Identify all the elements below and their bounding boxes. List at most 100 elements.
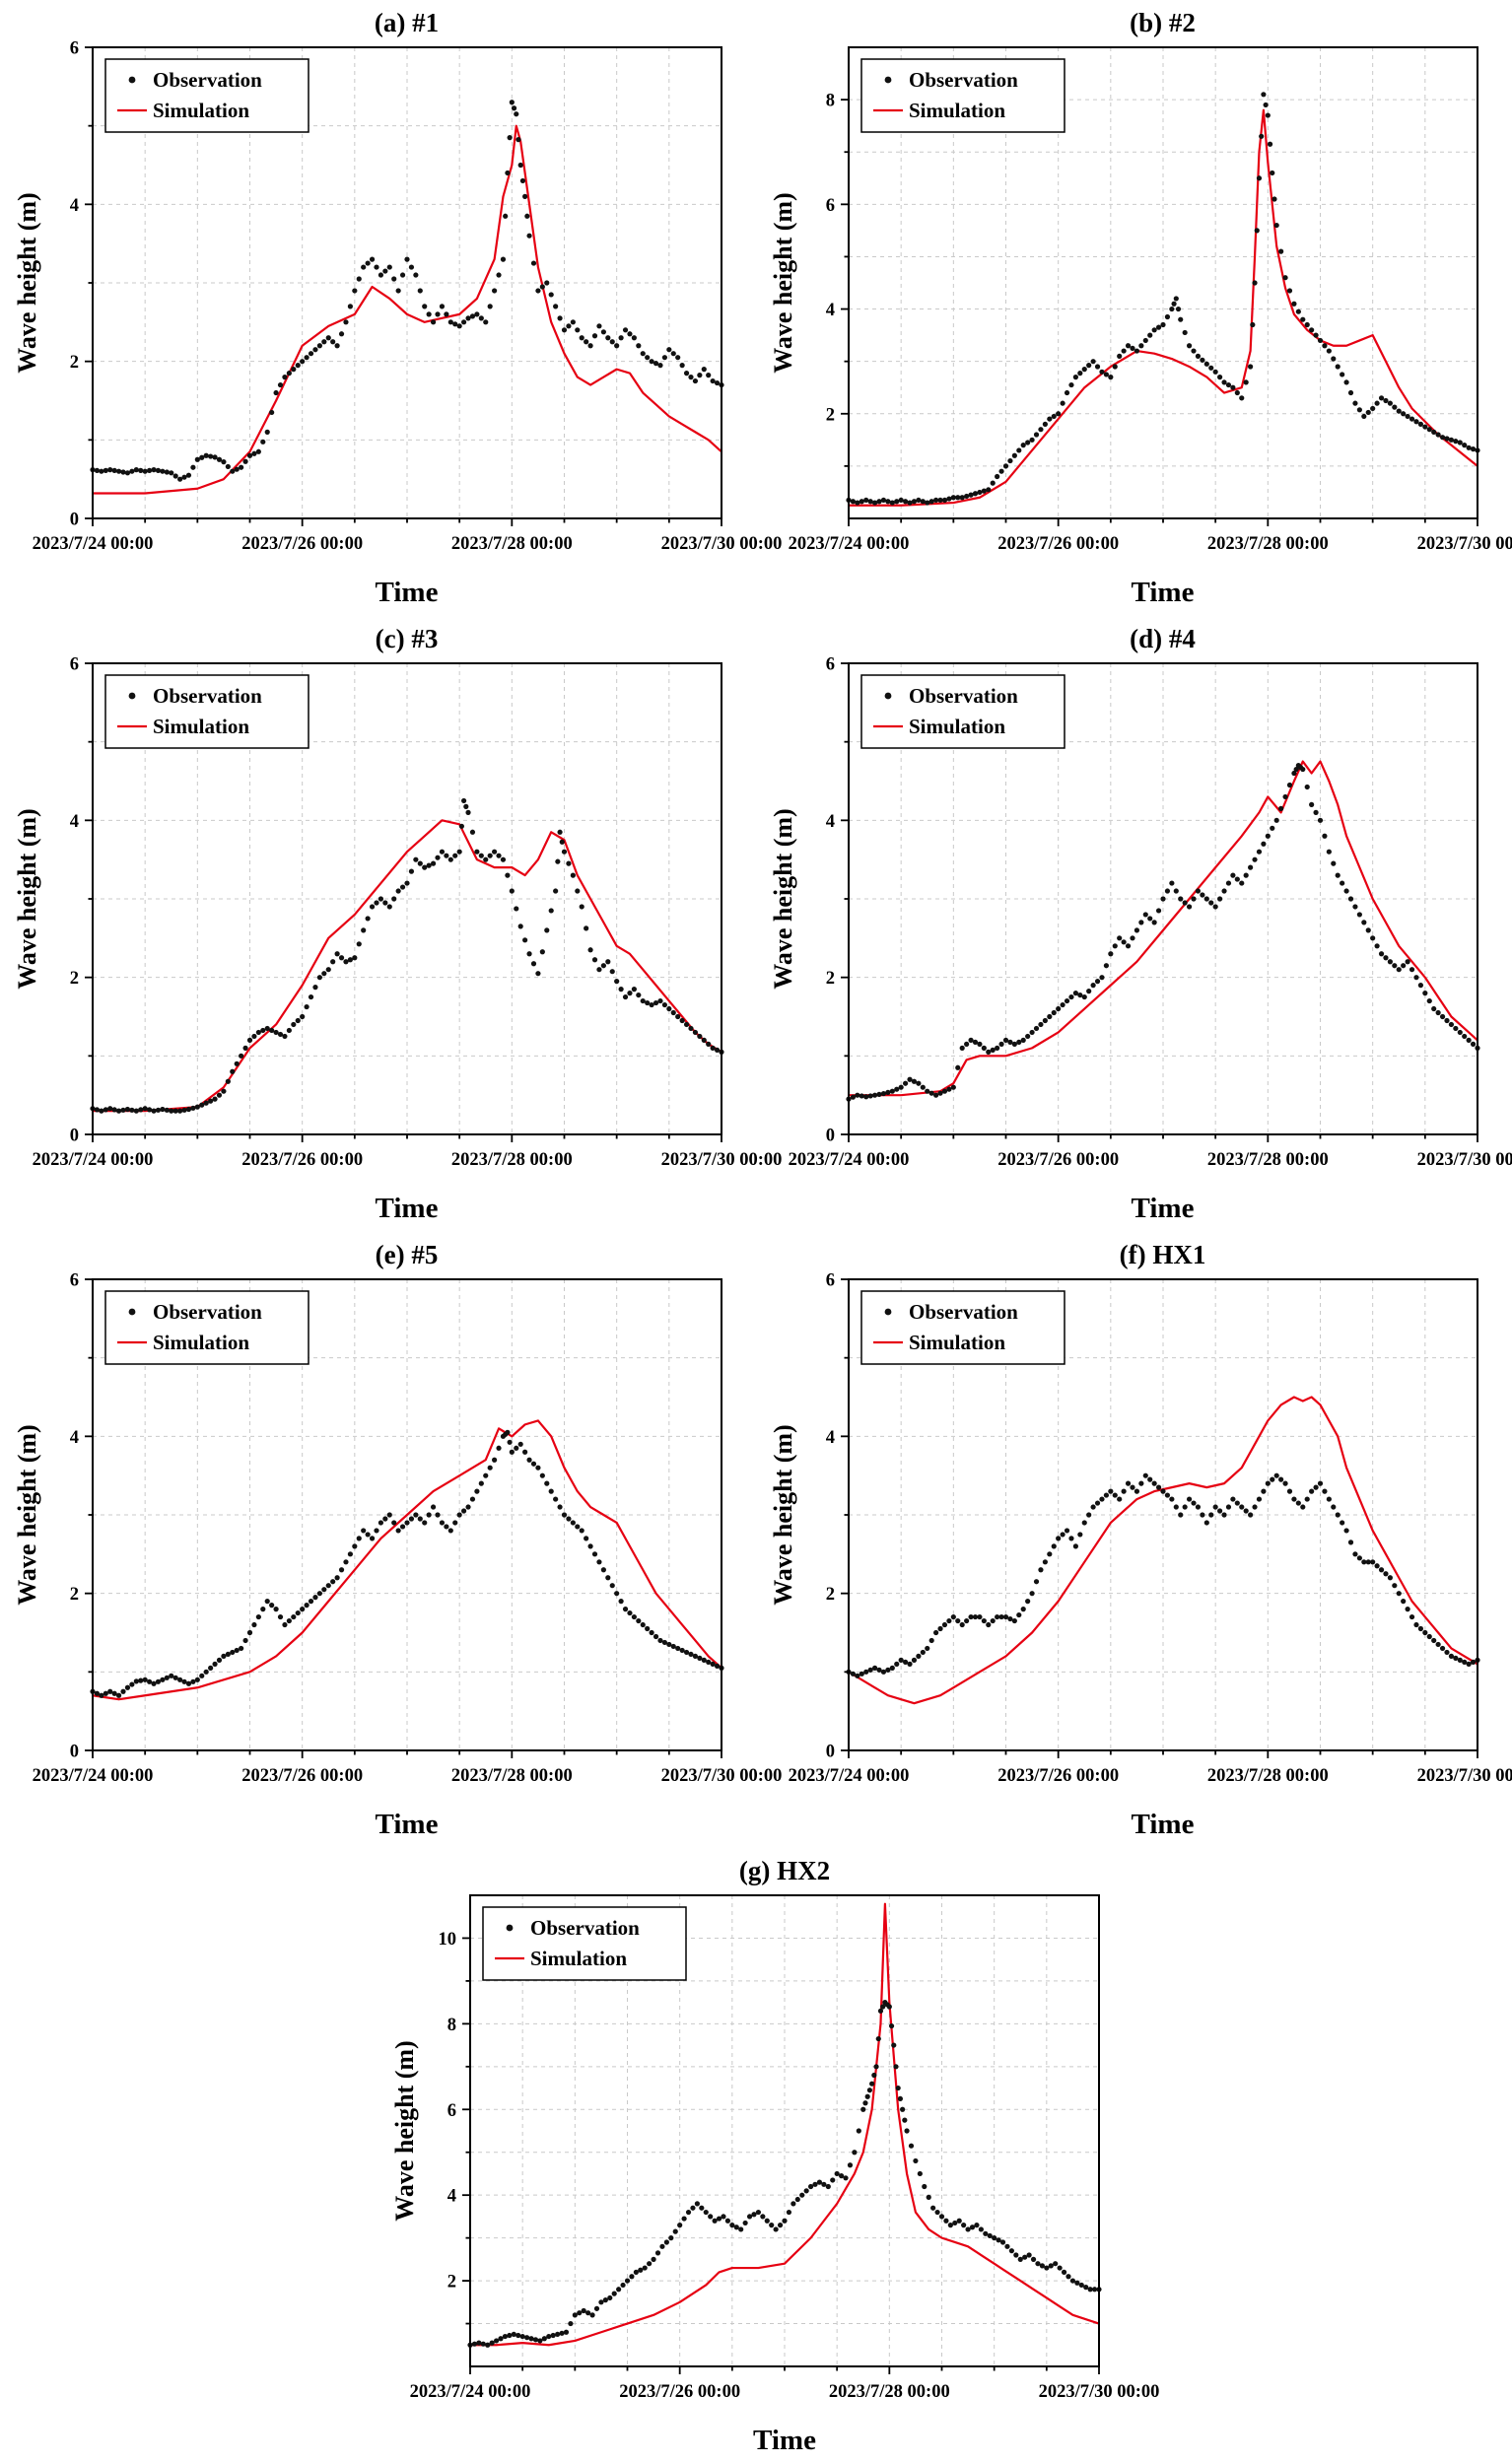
chart-canvas-b: 2023/7/24 00:00 2023/7/26 00:00 2023/7/28 … bbox=[769, 46, 1512, 554]
tick-labels: 2023/7/24 00:00 2023/7/26 00:00 2023/7/28 … bbox=[788, 655, 1512, 1171]
x-tick-label: 2023/7/28 00:00 bbox=[450, 534, 572, 554]
grid bbox=[92, 47, 722, 518]
tick-labels: 2023/7/24 00:00 2023/7/26 00:00 2023/7/28 … bbox=[410, 1930, 1160, 2402]
x-tick-label: 2023/7/24 00:00 bbox=[788, 534, 909, 554]
chart-canvas-e: 2023/7/24 00:00 2023/7/26 00:00 2023/7/28 … bbox=[13, 1271, 782, 1787]
legend-observation-label: Observation bbox=[530, 1916, 640, 1940]
observation-points bbox=[845, 1472, 1480, 1678]
chart-panel-d: (d) #4 2023/7/24 00:00 2023/7/26 00:00 202… bbox=[756, 616, 1512, 1232]
simulation-line bbox=[92, 819, 722, 1113]
simulation-line bbox=[847, 1396, 1478, 1705]
y-tick-label: 4 bbox=[825, 301, 834, 320]
y-axis-title: Wave height (m) bbox=[13, 1424, 41, 1605]
x-axis-title-b: Time bbox=[1131, 577, 1195, 608]
chart-canvas-a: 2023/7/24 00:00 2023/7/26 00:00 2023/7/28 … bbox=[13, 39, 782, 555]
x-axis-title-g: Time bbox=[753, 2425, 816, 2456]
axis-ticks bbox=[840, 1278, 1478, 1758]
x-tick-label: 2023/7/26 00:00 bbox=[997, 534, 1119, 554]
chart-plot-f: 2023/7/24 00:00 2023/7/26 00:00 2023/7/28 … bbox=[769, 1269, 1512, 1807]
chart-panel-e: (e) #5 2023/7/24 00:00 2023/7/26 00:00 202… bbox=[0, 1232, 782, 1848]
y-tick-label: 2 bbox=[825, 969, 834, 989]
tick-labels: 2023/7/24 00:00 2023/7/26 00:00 2023/7/28 … bbox=[32, 655, 782, 1171]
y-tick-label: 2 bbox=[69, 353, 78, 373]
y-tick-label: 0 bbox=[69, 1743, 78, 1762]
chart-panel-f: (f) HX1 2023/7/24 00:00 2023/7/26 00:00 20… bbox=[756, 1232, 1512, 1848]
x-tick-label: 2023/7/28 00:00 bbox=[1206, 1766, 1328, 1786]
y-axis-title: Wave height (m) bbox=[769, 192, 797, 373]
y-axis-title: Wave height (m) bbox=[390, 2040, 419, 2221]
legend-simulation-label: Simulation bbox=[153, 99, 249, 122]
chart-title-f: (f) HX1 bbox=[1119, 1240, 1206, 1269]
legend-observation-label: Observation bbox=[153, 1300, 262, 1324]
legend: Observation Simulation bbox=[103, 1290, 309, 1365]
axis-ticks bbox=[840, 99, 1478, 526]
legend-observation-marker bbox=[128, 1308, 135, 1316]
x-tick-label: 2023/7/24 00:00 bbox=[410, 2382, 531, 2402]
y-tick-label: 2 bbox=[447, 2273, 456, 2293]
simulation-line bbox=[92, 124, 722, 495]
legend-simulation-label: Simulation bbox=[909, 1331, 1005, 1354]
chart-panel-g: (g) HX2 2023/7/24 00:00 2023/7/26 00:00 20… bbox=[378, 1848, 1159, 2464]
x-axis-title-e: Time bbox=[375, 1809, 439, 1840]
x-tick-label: 2023/7/26 00:00 bbox=[241, 1766, 363, 1786]
x-tick-label: 2023/7/24 00:00 bbox=[788, 1150, 909, 1170]
x-tick-label: 2023/7/30 00:00 bbox=[660, 1766, 782, 1786]
y-tick-label: 4 bbox=[825, 812, 834, 832]
axis-ticks bbox=[84, 662, 722, 1142]
x-tick-label: 2023/7/24 00:00 bbox=[32, 1150, 153, 1170]
y-tick-label: 0 bbox=[825, 1127, 834, 1146]
y-axis-title: Wave height (m) bbox=[769, 808, 797, 989]
y-tick-label: 6 bbox=[825, 1271, 834, 1291]
tick-labels: 2023/7/24 00:00 2023/7/26 00:00 2023/7/28 … bbox=[32, 1271, 782, 1787]
legend-simulation-label: Simulation bbox=[909, 715, 1005, 738]
chart-title-d: (d) #4 bbox=[1130, 624, 1196, 653]
axis-ticks bbox=[84, 1278, 722, 1758]
x-axis-title-d: Time bbox=[1131, 1193, 1195, 1224]
legend-observation-label: Observation bbox=[909, 1300, 1018, 1324]
y-tick-label: 2 bbox=[69, 1585, 78, 1605]
legend-observation-label: Observation bbox=[909, 684, 1018, 708]
y-tick-label: 0 bbox=[69, 511, 78, 530]
legend-simulation-label: Simulation bbox=[530, 1947, 627, 1970]
y-tick-label: 8 bbox=[825, 92, 834, 111]
legend-box bbox=[859, 674, 1065, 749]
y-axis-title: Wave height (m) bbox=[13, 808, 41, 989]
x-axis-title-c: Time bbox=[375, 1193, 439, 1224]
chart-plot-a: 2023/7/24 00:00 2023/7/26 00:00 2023/7/28 … bbox=[13, 37, 782, 575]
legend-simulation-label: Simulation bbox=[153, 1331, 249, 1354]
tick-labels: 2023/7/24 00:00 2023/7/26 00:00 2023/7/28 … bbox=[788, 1271, 1512, 1787]
legend: Observation Simulation bbox=[103, 58, 309, 133]
simulation-line bbox=[848, 760, 1478, 1097]
y-tick-label: 10 bbox=[439, 1930, 457, 1950]
legend-observation-label: Observation bbox=[153, 684, 262, 708]
chart-title-b: (b) #2 bbox=[1130, 8, 1196, 37]
y-tick-label: 0 bbox=[825, 1743, 834, 1762]
y-tick-label: 6 bbox=[69, 655, 78, 675]
y-tick-label: 4 bbox=[69, 1428, 78, 1448]
chart-plot-e: 2023/7/24 00:00 2023/7/26 00:00 2023/7/28 … bbox=[13, 1269, 782, 1807]
x-axis-title-a: Time bbox=[375, 577, 439, 608]
y-tick-label: 6 bbox=[447, 2101, 456, 2121]
axis-ticks bbox=[840, 662, 1478, 1142]
chart-plot-b: 2023/7/24 00:00 2023/7/26 00:00 2023/7/28 … bbox=[769, 37, 1512, 575]
chart-plot-d: 2023/7/24 00:00 2023/7/26 00:00 2023/7/28 … bbox=[769, 653, 1512, 1191]
chart-plot-g: 2023/7/24 00:00 2023/7/26 00:00 2023/7/28 … bbox=[390, 1885, 1159, 2423]
x-tick-label: 2023/7/26 00:00 bbox=[241, 1150, 363, 1170]
legend-box bbox=[859, 1290, 1065, 1365]
legend-observation-marker bbox=[128, 76, 135, 84]
observation-points bbox=[467, 2000, 1102, 2348]
x-tick-label: 2023/7/28 00:00 bbox=[829, 2382, 950, 2402]
legend: Observation Simulation bbox=[103, 674, 309, 749]
x-axis-title-f: Time bbox=[1131, 1809, 1195, 1840]
y-tick-label: 6 bbox=[825, 196, 834, 216]
y-tick-label: 4 bbox=[447, 2187, 456, 2207]
y-tick-label: 2 bbox=[825, 1585, 834, 1605]
y-tick-label: 8 bbox=[447, 2016, 456, 2035]
legend-observation-label: Observation bbox=[909, 68, 1018, 92]
legend-box bbox=[103, 674, 309, 749]
legend-simulation-label: Simulation bbox=[909, 99, 1005, 122]
y-tick-label: 6 bbox=[825, 655, 834, 675]
y-tick-label: 6 bbox=[69, 39, 78, 59]
chart-plot-c: 2023/7/24 00:00 2023/7/26 00:00 2023/7/28 … bbox=[13, 653, 782, 1191]
